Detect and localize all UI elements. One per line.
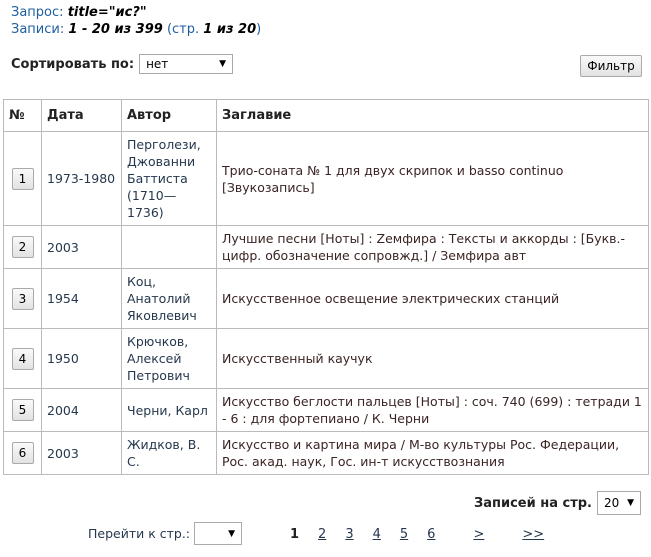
table-row: 3 1954 Коц, Анатолий Яковлевич Искусстве… <box>3 268 649 329</box>
record-button[interactable]: 2 <box>11 236 34 258</box>
cell-date: 2004 <box>41 388 122 432</box>
cell-date: 2003 <box>41 225 122 269</box>
query-label: Запрос: <box>11 5 64 20</box>
page-link[interactable]: 4 <box>372 527 381 542</box>
record-button[interactable]: 1 <box>11 167 34 190</box>
column-header-title: Заглавие <box>216 99 649 132</box>
cell-date: 2003 <box>41 431 122 475</box>
record-button[interactable]: 5 <box>11 399 34 421</box>
per-page: Записей на стр. 20 ▼ <box>474 491 641 515</box>
cell-title: Искусство беглости пальцев [Ноты] : соч.… <box>216 388 649 432</box>
goto-select[interactable]: ▼ <box>194 522 243 545</box>
column-header-date: Дата <box>41 99 122 132</box>
cell-title: Искусственное освещение электрических ст… <box>216 268 649 329</box>
cell-number: 1 <box>3 131 42 226</box>
cell-author: Перголези, Джованни Баттиста (1710—1736) <box>121 131 217 226</box>
results-table: № Дата Автор Заглавие 1 1973-1980 Пергол… <box>3 99 649 475</box>
cell-number: 2 <box>3 225 42 269</box>
page-suffix: ) <box>256 22 262 37</box>
cell-title: Лучшие песни [Ноты] : Zeмфира : Тексты и… <box>216 225 649 269</box>
table-row: 4 1950 Крючков, Алексей Петрович Искусст… <box>3 328 649 389</box>
filter-button[interactable]: Фильтр <box>580 55 642 77</box>
table-row: 2 2003 Лучшие песни [Ноты] : Zeмфира : Т… <box>3 225 649 269</box>
cell-number: 6 <box>3 431 42 475</box>
cell-author: Жидков, В. С. <box>121 431 217 475</box>
table-row: 5 2004 Черни, Карл Искусство беглости па… <box>3 388 649 432</box>
per-page-label: Записей на стр. <box>473 495 592 511</box>
goto-page: Перейти к стр.: ▼ <box>88 522 243 545</box>
dropdown-arrow-icon: ▼ <box>219 59 227 69</box>
sort-select[interactable]: нет ▼ <box>139 54 234 74</box>
cell-number: 3 <box>3 268 42 329</box>
dropdown-arrow-icon: ▼ <box>228 528 236 539</box>
page-link[interactable]: 5 <box>399 527 409 542</box>
cell-author: Коц, Анатолий Яковлевич <box>121 268 217 329</box>
page-link[interactable]: 3 <box>345 527 354 542</box>
page-link[interactable]: 2 <box>318 527 327 542</box>
cell-date: 1950 <box>41 328 122 389</box>
cell-author: Крючков, Алексей Петрович <box>121 328 217 389</box>
per-page-select[interactable]: 20 ▼ <box>597 491 641 515</box>
record-button[interactable]: 4 <box>11 347 34 370</box>
cell-title: Искусство и картина мира / М-во культуры… <box>216 431 649 475</box>
cell-date: 1973-1980 <box>41 131 122 226</box>
record-button[interactable]: 3 <box>11 287 34 310</box>
page-value: 1 из 20 <box>203 22 257 37</box>
page-current: 1 <box>290 527 300 542</box>
page-link[interactable]: 6 <box>427 527 436 542</box>
dropdown-arrow-icon: ▼ <box>627 498 634 508</box>
column-header-number: № <box>3 99 42 132</box>
sort-value: нет <box>146 57 169 71</box>
cell-author: Черни, Карл <box>121 388 217 432</box>
per-page-value: 20 <box>604 496 620 510</box>
sort-label: Сортировать по: <box>11 56 135 72</box>
page-prefix: (стр. <box>166 22 200 37</box>
query-value: title="ис?" <box>67 5 147 20</box>
cell-title: Искусственный каучук <box>216 328 649 389</box>
cell-number: 4 <box>3 328 42 389</box>
cell-author <box>121 225 217 269</box>
pagination: 1 2 3 4 5 6 > >> <box>290 527 563 542</box>
column-header-author: Автор <box>121 99 217 132</box>
records-range: 1 - 20 из 399 <box>68 22 163 37</box>
cell-number: 5 <box>3 388 42 432</box>
cell-date: 1954 <box>41 268 122 329</box>
table-row: 1 1973-1980 Перголези, Джованни Баттиста… <box>3 131 649 226</box>
goto-label: Перейти к стр.: <box>88 526 191 541</box>
cell-title: Трио-соната № 1 для двух скрипок и basso… <box>216 131 649 226</box>
next-page-link[interactable]: > <box>473 527 485 542</box>
last-page-link[interactable]: >> <box>522 527 545 542</box>
record-button[interactable]: 6 <box>11 442 34 464</box>
sort-row: Сортировать по: нет ▼ <box>11 54 234 74</box>
records-label: Записи: <box>11 22 65 37</box>
query-info: Запрос: title="ис?" Записи: 1 - 20 из 39… <box>11 4 261 38</box>
table-row: 6 2003 Жидков, В. С. Искусство и картина… <box>3 431 649 475</box>
